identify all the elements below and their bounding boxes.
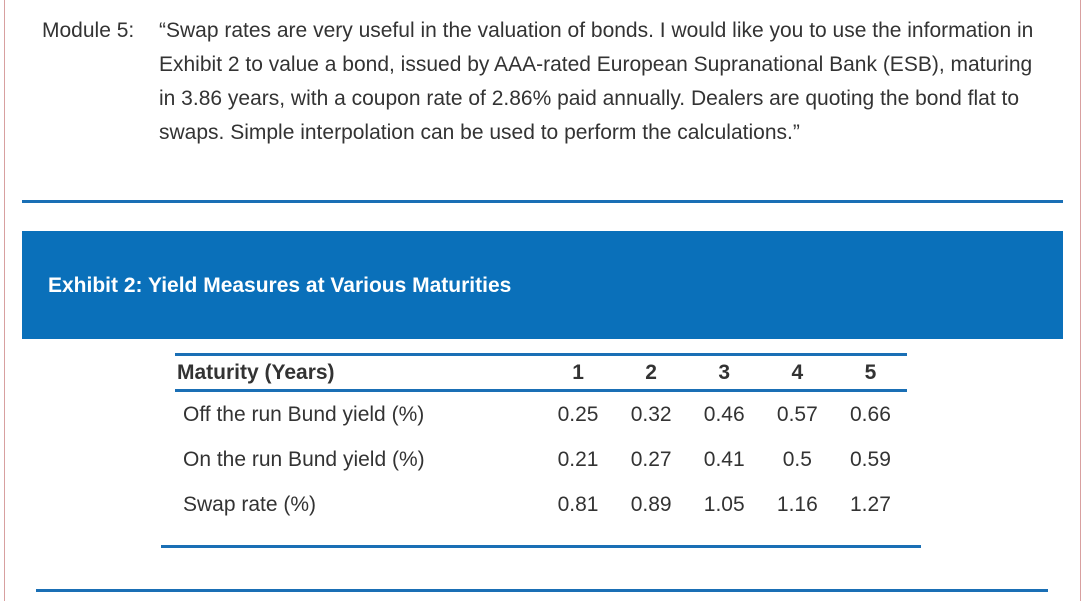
table-bottom-rule — [161, 545, 921, 548]
table-cell: 1.05 — [703, 492, 745, 516]
table-cell: 0.32 — [630, 402, 672, 426]
maturity-col-4: 4 — [791, 360, 804, 384]
table-cell: 0.57 — [776, 402, 818, 426]
table-cell: 1.16 — [776, 492, 818, 516]
maturity-col-2: 2 — [645, 360, 657, 384]
question-text: “Swap rates are very useful in the valua… — [159, 19, 1034, 144]
page-border-left — [4, 0, 5, 601]
table-cell: 0.25 — [557, 402, 599, 426]
table-cell: 0.59 — [850, 447, 891, 471]
table-cell: 1.27 — [850, 492, 891, 516]
table-cell: 0.66 — [850, 402, 891, 426]
table-cell: 0.27 — [630, 447, 672, 471]
table-row: Swap rate (%) 0.81 0.89 1.05 1.16 1.27 — [175, 482, 907, 527]
table-row: Off the run Bund yield (%) 0.25 0.32 0.4… — [175, 391, 907, 438]
table-cell: 0.81 — [557, 492, 599, 516]
maturity-col-1: 1 — [572, 360, 584, 384]
maturity-col-5: 5 — [864, 360, 877, 384]
table-header-row: Maturity (Years) 1 2 3 4 5 — [175, 354, 907, 391]
table-cell: 0.41 — [703, 447, 745, 471]
table-cell: 0.46 — [703, 402, 745, 426]
table-cell: 0.21 — [557, 447, 599, 471]
row-label-on-the-run: On the run Bund yield (%) — [183, 447, 425, 471]
yield-table: Maturity (Years) 1 2 3 4 5 Off the run B… — [175, 353, 907, 527]
row-label-off-the-run: Off the run Bund yield (%) — [183, 402, 425, 426]
page-border-right — [1080, 0, 1081, 601]
section-divider-bottom — [36, 589, 1048, 592]
row-label-swap-rate: Swap rate (%) — [183, 492, 317, 516]
maturity-header: Maturity (Years) — [177, 360, 335, 384]
table-row: On the run Bund yield (%) 0.21 0.27 0.41… — [175, 437, 907, 482]
table-cell: 0.89 — [630, 492, 672, 516]
exhibit-title: Exhibit 2: Yield Measures at Various Mat… — [48, 274, 512, 297]
maturity-col-3: 3 — [718, 360, 731, 384]
table-cell: 0.5 — [782, 447, 812, 471]
section-divider-top — [22, 200, 1063, 203]
module-label: Module 5: — [42, 19, 135, 42]
exhibit-table-wrapper: Maturity (Years) 1 2 3 4 5 Off the run B… — [175, 353, 907, 527]
exhibit-banner: Exhibit 2: Yield Measures at Various Mat… — [22, 231, 1063, 339]
